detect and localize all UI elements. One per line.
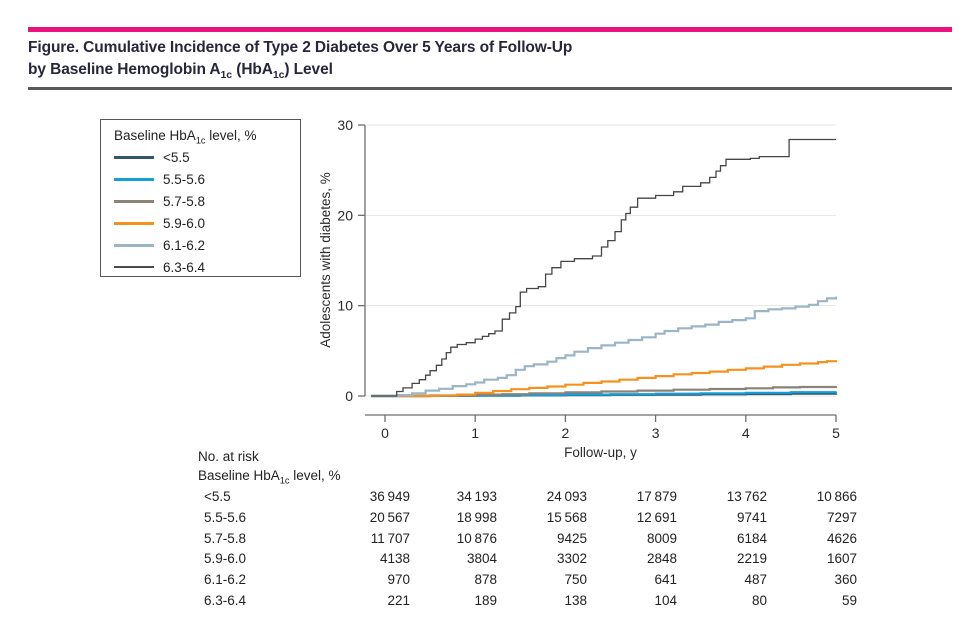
risk-count-cell: 4626	[826, 530, 857, 546]
legend-line-swatch	[114, 243, 154, 247]
legend-item-label: 5.5-5.6	[163, 171, 206, 187]
x-tick-label: 1	[471, 425, 479, 441]
risk-count-cell: 487	[744, 572, 767, 588]
risk-count-cell: 3804	[466, 551, 497, 567]
series-line-6.1-6.2	[371, 296, 838, 398]
legend-title: Baseline HbA1c level, %	[114, 128, 257, 146]
risk-count-cell: 80	[751, 593, 767, 608]
x-axis-title: Follow-up, y	[564, 445, 637, 460]
legend-item-label: 6.3-6.4	[163, 259, 206, 275]
x-tick-label: 4	[742, 425, 750, 441]
risk-count-cell: 8009	[646, 530, 677, 546]
risk-count-cell: 138	[564, 593, 587, 608]
figure-title: Figure. Cumulative Incidence of Type 2 D…	[28, 37, 928, 81]
risk-table-heading: No. at risk	[198, 449, 259, 464]
legend-line-swatch	[114, 221, 154, 225]
legend-item: 6.1-6.2	[114, 234, 300, 256]
risk-count-cell: 18 998	[456, 509, 497, 525]
y-axis-title: Adolescents with diabetes, %	[318, 172, 333, 348]
risk-count-cell: 59	[841, 593, 857, 608]
risk-count-cell: 221	[387, 593, 410, 608]
legend-item: 5.9-6.0	[114, 212, 300, 234]
risk-row-label: 6.3-6.4	[204, 593, 247, 608]
title-divider-rule	[28, 87, 952, 90]
risk-count-cell: 36 949	[369, 489, 410, 504]
legend-item-label: <5.5	[163, 149, 190, 165]
figure-title-line1: Figure. Cumulative Incidence of Type 2 D…	[28, 39, 573, 56]
risk-count-cell: 2848	[646, 551, 677, 567]
risk-count-cell: 3302	[556, 551, 587, 567]
risk-count-cell: 2219	[736, 551, 767, 567]
legend-line-swatch	[114, 177, 154, 181]
risk-count-cell: 9425	[556, 530, 587, 546]
legend-item: <5.5	[114, 146, 300, 168]
y-tick-label: 30	[337, 117, 353, 133]
legend-item: 5.5-5.6	[114, 168, 300, 190]
risk-count-cell: 17 879	[636, 489, 677, 504]
risk-count-cell: 10 866	[816, 489, 857, 504]
figure-title-line2: by Baseline Hemoglobin A1c (HbA1c) Level	[28, 61, 333, 82]
risk-count-cell: 750	[564, 572, 587, 588]
risk-count-cell: 10 876	[456, 530, 497, 546]
x-tick-label: 0	[381, 425, 389, 441]
legend-item-label: 6.1-6.2	[163, 237, 206, 253]
risk-count-cell: 34 193	[456, 489, 497, 504]
x-tick-label: 5	[832, 425, 840, 441]
cumulative-incidence-chart: 0 10 20 30 0 1 2 3 4 5 Follow-up, y Adolescents wit…	[318, 117, 840, 460]
risk-count-cell: 641	[654, 572, 677, 588]
risk-count-cell: 9741	[736, 509, 767, 525]
risk-count-cell: 189	[474, 593, 497, 608]
x-tick-label: 2	[562, 425, 570, 441]
risk-count-cell: 970	[387, 572, 410, 588]
risk-count-cell: 12 691	[636, 509, 677, 525]
risk-count-cell: 7297	[826, 509, 857, 525]
legend-items: <5.5 5.5-5.6 5.7-5.8 5.9-6.0 6.1-6.2 6.3-6.4	[114, 146, 300, 278]
legend-item: 5.7-5.8	[114, 190, 300, 212]
risk-row-label: 5.9-6.0	[204, 551, 247, 567]
top-accent-rule	[28, 27, 952, 32]
risk-count-cell: 11 707	[370, 530, 410, 546]
risk-row-label: 5.5-5.6	[204, 509, 247, 525]
legend-item-label: 5.9-6.0	[163, 215, 206, 231]
risk-count-cell: 360	[834, 572, 857, 588]
risk-row-label: 5.7-5.8	[204, 530, 247, 546]
risk-count-cell: 4138	[379, 551, 410, 567]
legend-line-swatch	[114, 266, 154, 268]
risk-count-cell: 24 093	[546, 489, 587, 504]
series-line-5.9-6.0	[371, 360, 838, 398]
series-line-6.3-6.4	[371, 138, 836, 397]
legend-item-label: 5.7-5.8	[163, 193, 206, 209]
y-tick-label: 0	[345, 388, 353, 404]
y-tick-label: 20	[337, 207, 353, 223]
risk-count-cell: 15 568	[546, 509, 587, 525]
y-tick-label: 10	[337, 298, 353, 314]
risk-count-cell: 20 567	[369, 509, 410, 525]
risk-row-label: 6.1-6.2	[204, 572, 247, 588]
legend-line-swatch	[114, 155, 154, 159]
risk-count-cell: 104	[654, 593, 677, 608]
x-tick-label: 3	[652, 425, 660, 441]
risk-count-cell: 13 762	[726, 489, 767, 504]
series-line-5.7-5.8	[371, 385, 838, 398]
legend-item: 6.3-6.4	[114, 256, 300, 278]
legend-box: Baseline HbA1c level, % <5.5 5.5-5.6 5.7-5…	[100, 119, 301, 277]
legend-line-swatch	[114, 199, 154, 203]
risk-count-cell: 878	[474, 572, 497, 588]
risk-count-cell: 1607	[826, 551, 857, 567]
risk-table-subheading: Baseline HbA1c level, %	[198, 468, 341, 486]
risk-row-label: <5.5	[204, 489, 231, 504]
risk-count-cell: 6184	[736, 530, 767, 546]
